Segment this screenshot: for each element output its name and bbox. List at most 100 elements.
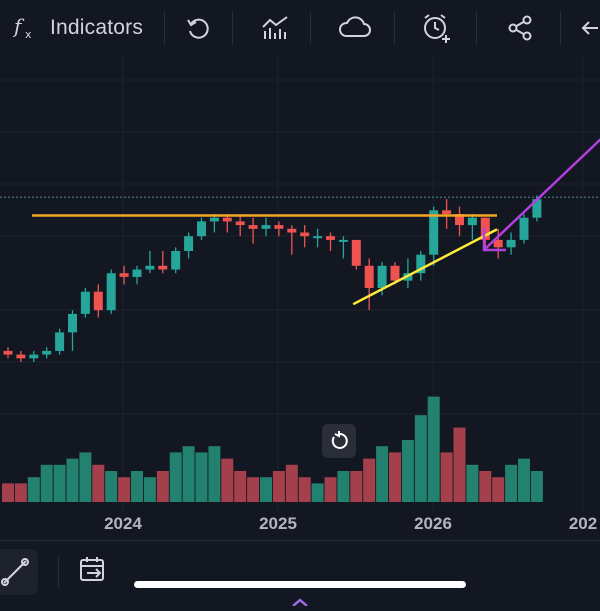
toolbar-divider <box>58 557 59 587</box>
volume-bar <box>143 477 156 502</box>
candle-body <box>519 217 529 240</box>
candle-body <box>455 214 464 226</box>
svg-text:x: x <box>25 28 32 41</box>
svg-text:f: f <box>12 14 25 38</box>
toolbar-divider <box>310 12 311 44</box>
toolbar-divider <box>476 12 477 44</box>
function-icon[interactable]: f x <box>8 0 42 56</box>
candle-body <box>480 217 490 240</box>
candle-body <box>493 239 503 248</box>
reset-chart-button[interactable] <box>322 424 356 458</box>
share-icon[interactable] <box>504 0 536 56</box>
volume-bar <box>337 471 350 502</box>
candle-body <box>351 239 361 266</box>
volume-bar <box>311 483 324 502</box>
volume-bar <box>453 427 466 502</box>
volume-bar <box>260 477 272 502</box>
drawing-toolbar <box>0 540 600 607</box>
candle-body <box>532 199 542 218</box>
candle-body <box>132 269 142 277</box>
candle-body <box>300 232 310 237</box>
volume-bar <box>414 415 427 502</box>
volume-bar <box>272 471 285 502</box>
cloud-icon[interactable] <box>336 0 374 56</box>
volume-bar <box>92 464 105 502</box>
back-icon[interactable] <box>578 0 600 56</box>
candle-body <box>429 210 439 255</box>
candle-body <box>106 273 116 311</box>
volume-bar <box>182 446 195 502</box>
home-indicator <box>134 581 466 588</box>
arrow-shaft <box>483 138 600 251</box>
candle-body <box>416 254 426 274</box>
candle-body <box>3 350 13 355</box>
volume-bar <box>363 458 376 502</box>
reset-icon <box>331 431 348 449</box>
date-range-button[interactable] <box>78 555 110 587</box>
volume-bar <box>14 483 27 502</box>
volume-bar <box>169 452 182 502</box>
toolbar-divider <box>164 12 165 44</box>
volume-bar <box>195 452 208 502</box>
candle-body <box>467 217 477 226</box>
support-trendline[interactable] <box>352 228 498 306</box>
candle-body <box>326 236 335 240</box>
x-axis-label: 2024 <box>104 514 142 533</box>
x-axis-label: 202 <box>568 514 598 533</box>
candle-body <box>506 239 516 248</box>
volume-bar <box>285 464 298 502</box>
arrow-drawing[interactable] <box>482 136 600 252</box>
candle-body <box>29 354 39 359</box>
volume-bars <box>2 396 543 502</box>
candle-body <box>158 265 168 270</box>
candle-body <box>261 225 271 229</box>
candle-body <box>16 354 26 359</box>
toolbar: f x Indicators <box>0 0 600 56</box>
candle-body <box>184 236 194 251</box>
undo-icon[interactable] <box>182 0 214 56</box>
volume-bar <box>27 477 40 502</box>
candle-body <box>274 225 284 229</box>
volume-bar <box>389 452 401 502</box>
candle-body <box>80 291 90 314</box>
chart-grid <box>0 56 600 512</box>
volume-bar <box>298 477 311 502</box>
volume-bar <box>53 464 66 502</box>
candle-body <box>364 265 374 288</box>
candle-body <box>390 265 400 281</box>
volume-bar <box>66 458 79 502</box>
arrow-head <box>482 228 506 252</box>
candle-body <box>222 217 232 222</box>
volume-bar <box>208 446 221 502</box>
volume-bar <box>156 471 169 502</box>
volume-bar <box>505 464 518 502</box>
volume-bar <box>440 452 453 502</box>
calendar-arrow-icon <box>80 557 104 581</box>
trendline-tool-button[interactable] <box>0 549 38 595</box>
candle-body <box>55 332 65 351</box>
time-axis: 2024 2025 2026 202 <box>0 512 600 540</box>
toolbar-divider <box>232 12 233 44</box>
toolbar-divider <box>560 12 561 44</box>
compare-icon[interactable] <box>258 0 292 56</box>
x-axis-label: 2025 <box>259 514 297 533</box>
volume-bar <box>40 464 53 502</box>
price-chart[interactable] <box>0 56 600 536</box>
volume-bar <box>131 471 143 502</box>
trendline-icon <box>1 558 29 586</box>
indicators-button[interactable]: Indicators <box>50 0 143 56</box>
candle-body <box>338 239 348 242</box>
volume-bar <box>466 464 479 502</box>
volume-bar <box>324 477 337 502</box>
candle-body <box>287 228 297 233</box>
volume-bar <box>479 471 492 502</box>
candle-body <box>68 313 77 333</box>
x-axis-label: 2026 <box>414 514 452 533</box>
alert-add-icon[interactable] <box>418 0 454 56</box>
volume-bar <box>350 471 363 502</box>
candle-body <box>235 221 245 226</box>
volume-bar <box>105 471 118 502</box>
candle-body <box>377 265 387 288</box>
candle-body <box>119 273 129 277</box>
candle-body <box>93 291 103 311</box>
